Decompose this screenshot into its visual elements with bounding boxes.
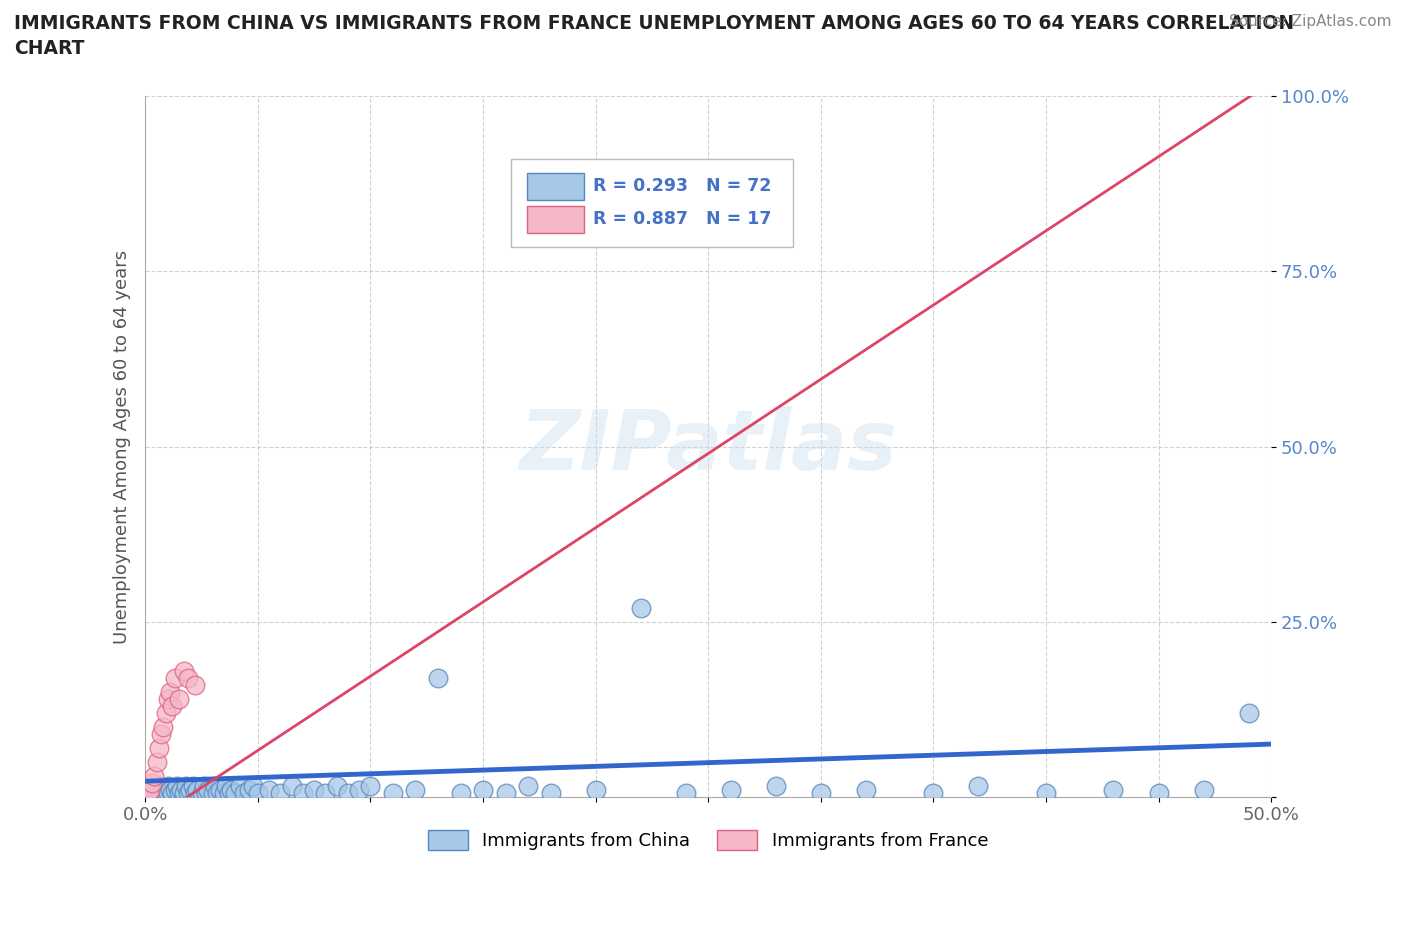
- Text: IMMIGRANTS FROM CHINA VS IMMIGRANTS FROM FRANCE UNEMPLOYMENT AMONG AGES 60 TO 64: IMMIGRANTS FROM CHINA VS IMMIGRANTS FROM…: [14, 14, 1294, 58]
- Point: [1147, 786, 1170, 801]
- Point: [155, 705, 177, 720]
- Point: [405, 782, 427, 797]
- Point: [167, 786, 190, 801]
- Point: [163, 782, 186, 797]
- Point: [450, 786, 472, 801]
- Point: [720, 782, 742, 797]
- Point: [280, 778, 302, 793]
- Text: R = 0.887   N = 17: R = 0.887 N = 17: [593, 210, 772, 228]
- FancyBboxPatch shape: [527, 206, 585, 232]
- Point: [215, 778, 238, 793]
- Point: [181, 778, 204, 793]
- Point: [1237, 705, 1260, 720]
- Legend: Immigrants from China, Immigrants from France: Immigrants from China, Immigrants from F…: [420, 822, 995, 857]
- Point: [152, 782, 174, 797]
- Point: [1192, 782, 1215, 797]
- Point: [765, 778, 787, 793]
- Point: [314, 786, 336, 801]
- Point: [382, 786, 405, 801]
- Point: [139, 786, 162, 801]
- Point: [184, 677, 207, 692]
- Point: [1102, 782, 1125, 797]
- Point: [810, 786, 832, 801]
- Point: [193, 778, 215, 793]
- Point: [173, 663, 195, 678]
- Point: [336, 786, 359, 801]
- Point: [148, 740, 170, 755]
- Point: [427, 671, 450, 685]
- Point: [229, 778, 252, 793]
- Point: [208, 782, 231, 797]
- Point: [141, 776, 163, 790]
- Point: [145, 786, 167, 801]
- Point: [242, 778, 264, 793]
- Point: [150, 786, 173, 801]
- Point: [195, 786, 218, 801]
- Point: [855, 782, 877, 797]
- Point: [922, 786, 945, 801]
- Text: ZIPatlas: ZIPatlas: [519, 406, 897, 487]
- Point: [224, 786, 246, 801]
- Point: [257, 782, 280, 797]
- Point: [212, 786, 235, 801]
- Point: [517, 778, 540, 793]
- Point: [143, 768, 166, 783]
- Point: [174, 778, 197, 793]
- Point: [148, 778, 170, 793]
- Text: Source: ZipAtlas.com: Source: ZipAtlas.com: [1229, 14, 1392, 29]
- Point: [238, 782, 260, 797]
- Point: [139, 782, 162, 797]
- FancyBboxPatch shape: [512, 159, 793, 247]
- Point: [204, 778, 226, 793]
- Point: [159, 782, 181, 797]
- Point: [218, 786, 240, 801]
- Point: [585, 782, 607, 797]
- Point: [472, 782, 495, 797]
- Point: [170, 782, 193, 797]
- Point: [136, 786, 159, 801]
- Point: [1035, 786, 1057, 801]
- Point: [675, 786, 697, 801]
- Point: [302, 782, 325, 797]
- Point: [233, 786, 256, 801]
- Point: [145, 754, 167, 769]
- Point: [967, 778, 990, 793]
- Point: [186, 782, 208, 797]
- Text: R = 0.293   N = 72: R = 0.293 N = 72: [593, 177, 772, 195]
- Point: [347, 782, 370, 797]
- Point: [156, 691, 179, 706]
- Y-axis label: Unemployment Among Ages 60 to 64 years: Unemployment Among Ages 60 to 64 years: [114, 249, 131, 644]
- Point: [163, 671, 186, 685]
- Point: [177, 671, 200, 685]
- Point: [166, 778, 188, 793]
- Point: [269, 786, 291, 801]
- Point: [162, 698, 184, 713]
- Point: [201, 786, 224, 801]
- Point: [179, 782, 201, 797]
- Point: [219, 782, 242, 797]
- Point: [246, 786, 269, 801]
- Point: [150, 726, 173, 741]
- Point: [177, 786, 200, 801]
- Point: [207, 786, 229, 801]
- Point: [156, 786, 179, 801]
- Point: [291, 786, 314, 801]
- Point: [359, 778, 381, 793]
- Point: [325, 778, 347, 793]
- Point: [152, 719, 174, 734]
- Point: [155, 786, 177, 801]
- Point: [190, 786, 212, 801]
- FancyBboxPatch shape: [527, 173, 585, 200]
- Point: [159, 684, 181, 699]
- Point: [162, 786, 184, 801]
- Point: [141, 782, 163, 797]
- Point: [173, 786, 195, 801]
- Point: [630, 600, 652, 615]
- Point: [156, 778, 179, 793]
- Point: [540, 786, 562, 801]
- Point: [167, 691, 190, 706]
- Point: [495, 786, 517, 801]
- Point: [197, 782, 219, 797]
- Point: [184, 786, 207, 801]
